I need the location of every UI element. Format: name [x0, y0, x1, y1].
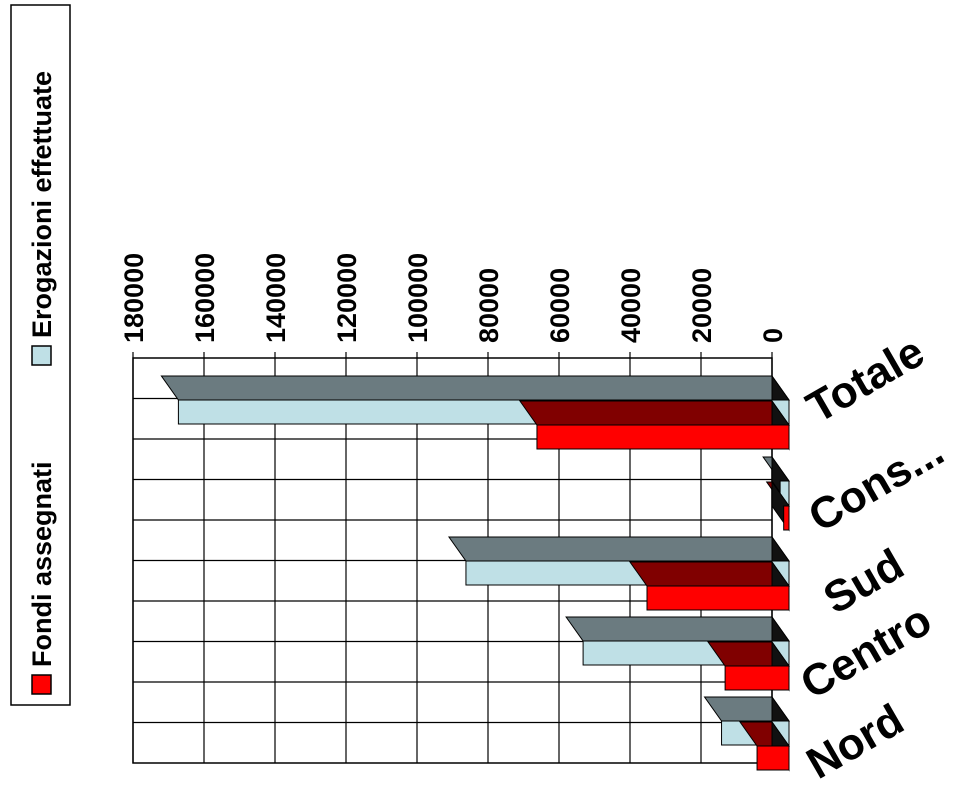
bar-fondi-3-front: [724, 665, 790, 691]
bar-fondi-0-top: [518, 400, 790, 426]
bar-erogazioni-3-top: [565, 616, 790, 642]
bar-erogazioni-1: [762, 455, 790, 507]
category-label: Centro: [793, 595, 940, 708]
legend-swatch-erogazioni: [31, 345, 52, 366]
bar-fondi-3: [707, 640, 790, 692]
tick-label: 120000: [332, 253, 362, 343]
chart-bars: [160, 374, 790, 772]
bar-fondi-4: [739, 720, 790, 772]
legend-swatch-fondi: [31, 674, 52, 695]
tick-label: 60000: [545, 268, 575, 343]
tick-label: 40000: [616, 268, 646, 343]
axis-ticks: 0 20000 40000 60000 80000 100000 120000 140000 1…: [119, 253, 788, 358]
tick-label: 0: [758, 328, 788, 343]
legend-label-erogazioni: Erogazioni effettuate: [27, 71, 57, 338]
category-label: Totale: [799, 327, 933, 433]
bar-fondi-2-front: [646, 585, 790, 611]
tick-label: 20000: [687, 268, 717, 343]
legend: Fondi assegnati Erogazioni effettuate: [10, 4, 71, 706]
tick-label: 160000: [190, 253, 220, 343]
bar-fondi-4-front: [756, 745, 790, 771]
legend-label-fondi: Fondi assegnati: [27, 461, 57, 667]
category-label: Cons...: [801, 426, 953, 542]
bar-fondi-1: [765, 480, 790, 532]
bar-fondi-0: [518, 399, 790, 451]
bar-fondi-2: [629, 560, 790, 612]
tick-label: 140000: [261, 253, 291, 343]
bar-erogazioni-2-top: [447, 536, 790, 562]
tick-label: 180000: [119, 253, 149, 343]
bar-fondi-1-front: [783, 505, 790, 531]
tick-label: 80000: [474, 268, 504, 343]
bar-erogazioni-0-top: [160, 375, 790, 401]
bar-fondi-2-top: [629, 561, 790, 587]
tick-label: 100000: [403, 253, 433, 343]
bar-fondi-0-front: [536, 424, 790, 450]
category-label: Nord: [799, 695, 912, 785]
